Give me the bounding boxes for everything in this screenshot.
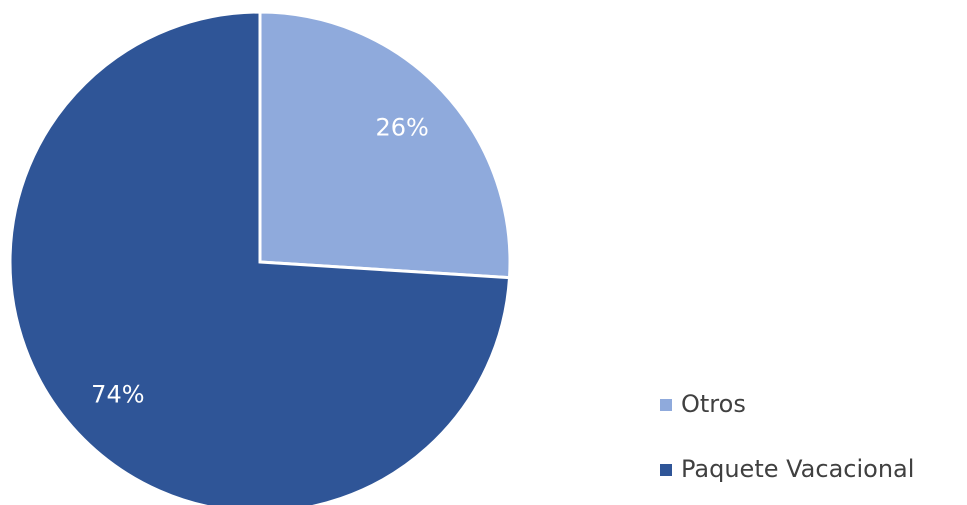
pie-slice — [8, 10, 512, 505]
legend-label: Otros — [681, 390, 746, 418]
data-label: 26% — [375, 114, 428, 142]
data-label: 74% — [91, 380, 144, 408]
legend-swatch — [660, 464, 672, 476]
pie-slice — [258, 10, 512, 280]
legend-swatch — [660, 399, 672, 411]
legend-label: Paquete Vacacional — [681, 455, 914, 483]
